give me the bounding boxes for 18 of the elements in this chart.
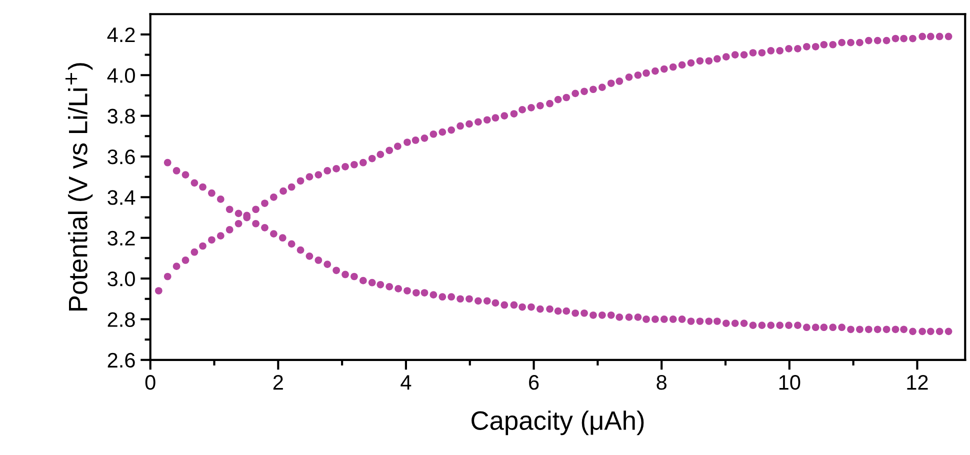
x-tick-label: 8	[656, 375, 666, 390]
x-tick-label: 6	[529, 375, 539, 390]
y-tick-label: 2.6	[108, 352, 135, 368]
y-tick-label: 2.8	[108, 312, 135, 327]
y-tick-label: 3.6	[108, 149, 135, 164]
x-tick-label: 4	[400, 375, 412, 390]
x-tick-label: 0	[145, 375, 156, 390]
x-axis-title: Capacity (μAh)	[472, 410, 644, 436]
x-tick-label: 10	[779, 375, 800, 390]
y-tick-label: 3.8	[108, 108, 135, 124]
x-tick-label: 12	[907, 375, 928, 390]
y-axis-title: Potential (V vs Li/Li$^{+}$)	[65, 63, 93, 310]
x-tick-label: 2	[273, 375, 283, 390]
y-tick-label: 3.2	[108, 230, 135, 246]
y-tick-label: 4.0	[107, 68, 135, 83]
y-tick-label: 4.2	[107, 27, 135, 42]
y-tick-label: 3.0	[108, 272, 135, 286]
y-tick-label: 3.4	[108, 190, 136, 205]
